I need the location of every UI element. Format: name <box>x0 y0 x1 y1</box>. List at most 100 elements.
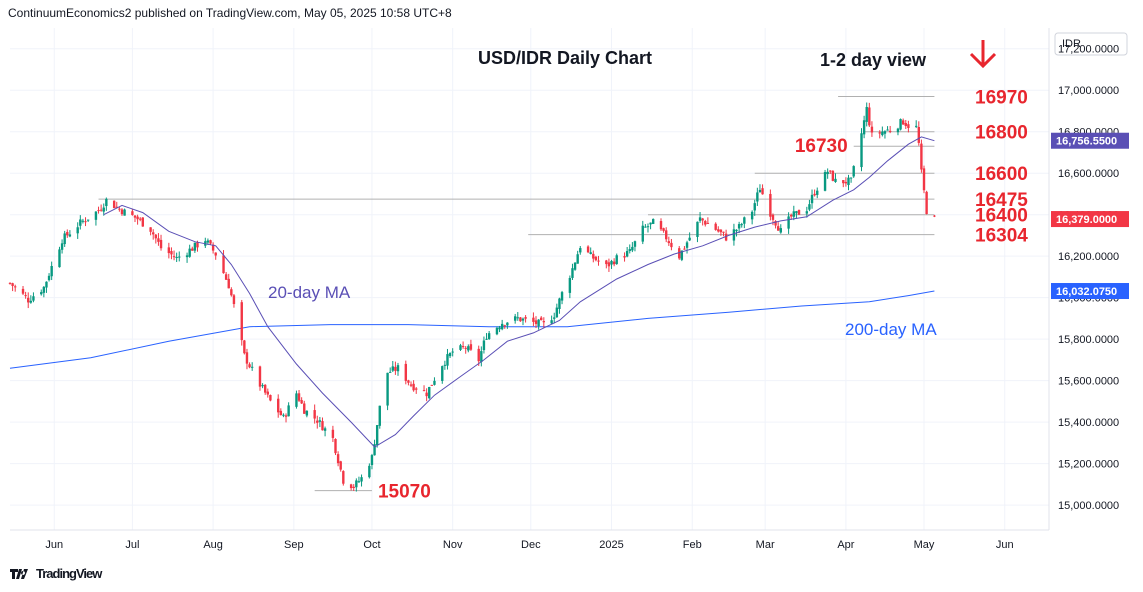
candle-body <box>279 410 283 416</box>
candle-body <box>209 240 212 244</box>
candle-body <box>503 325 506 327</box>
candle-body <box>500 323 504 330</box>
candle-body <box>662 228 665 231</box>
candle-body <box>646 226 650 228</box>
candle-body <box>318 420 322 422</box>
candle-body <box>63 233 66 245</box>
candle-body <box>76 227 79 234</box>
candle-body <box>266 391 269 395</box>
candle-body <box>665 230 668 240</box>
candle-body <box>532 317 535 322</box>
candle-body <box>269 395 272 401</box>
candle-body <box>743 217 746 224</box>
candle-body <box>649 222 652 225</box>
y-tick-label: 16,600.0000 <box>1058 168 1119 180</box>
candle-body <box>542 321 546 323</box>
candle-body <box>904 123 907 127</box>
level-label-16400: 16400 <box>975 206 1028 227</box>
candle-body <box>136 216 139 220</box>
candle-body <box>579 248 582 253</box>
price-badge-label: 16,032.0750 <box>1056 286 1117 298</box>
candle-body <box>706 222 710 224</box>
candle-body <box>513 316 517 321</box>
candle-body <box>394 366 397 371</box>
candle-body <box>670 242 673 248</box>
candle-body <box>415 388 418 390</box>
candle-body <box>159 239 163 249</box>
candle-body <box>534 320 538 324</box>
candle-body <box>680 250 684 260</box>
candle-body <box>644 226 647 228</box>
candle-body <box>615 255 618 264</box>
ma200-label: 200-day MA <box>845 320 937 339</box>
candle-body <box>211 244 215 251</box>
candle-body <box>409 384 413 386</box>
y-tick-label: 17,200.0000 <box>1058 44 1119 56</box>
candle-body <box>555 307 559 318</box>
candle-body <box>698 217 702 221</box>
candle-body <box>388 371 392 373</box>
candle-body <box>316 420 319 423</box>
candle-body <box>816 190 819 195</box>
candle-body <box>477 348 480 362</box>
candle-body <box>704 221 707 225</box>
level-label-15070: 15070 <box>378 482 431 503</box>
candle-body <box>607 262 611 267</box>
candle-body <box>303 403 306 414</box>
candle-body <box>506 322 509 326</box>
candle-body <box>805 211 809 214</box>
candle-body <box>737 224 741 229</box>
candle-body <box>8 282 12 284</box>
candle-body <box>592 253 595 259</box>
candle-body <box>152 232 155 235</box>
candle-body <box>50 265 53 277</box>
candle-body <box>154 234 158 239</box>
candle-body <box>42 286 46 293</box>
candle-body <box>560 292 564 301</box>
candle-body <box>659 221 663 230</box>
candle-body <box>357 481 361 483</box>
candle-body <box>261 385 264 387</box>
level-label-16730: 16730 <box>795 136 848 157</box>
candle-body <box>214 252 217 256</box>
candle-body <box>29 300 33 303</box>
candle-body <box>498 327 501 330</box>
price-badge-label: 16,756.5500 <box>1056 136 1117 148</box>
candle-body <box>550 320 553 324</box>
candle-body <box>558 298 561 309</box>
x-tick-label: Oct <box>363 539 380 551</box>
y-tick-label: 15,400.0000 <box>1058 417 1119 429</box>
y-tick-label: 15,800.0000 <box>1058 334 1119 346</box>
footer-brand: TradingView <box>36 566 102 581</box>
y-tick-label: 15,200.0000 <box>1058 459 1119 471</box>
candle-body <box>685 242 689 248</box>
candle-body <box>334 438 337 454</box>
candle-body <box>188 248 191 257</box>
candle-body <box>97 210 100 212</box>
candle-body <box>589 252 592 255</box>
candle-body <box>321 421 324 431</box>
candle-body <box>227 278 230 289</box>
candle-body <box>717 229 720 232</box>
candle-body <box>139 218 142 220</box>
x-tick-label: Jul <box>125 539 139 551</box>
candle-body <box>487 333 491 340</box>
candle-body <box>243 340 246 354</box>
x-tick-label: Apr <box>837 539 854 551</box>
candle-body <box>633 241 637 247</box>
candle-body <box>222 255 225 274</box>
candle-body <box>191 248 194 251</box>
candle-body <box>386 372 389 406</box>
candle-body <box>860 133 863 168</box>
candle-body <box>81 220 85 222</box>
candle-body <box>888 130 892 132</box>
candle-body <box>84 221 87 223</box>
candle-body <box>459 345 462 350</box>
x-tick-label: Dec <box>521 539 541 551</box>
candle-body <box>47 275 51 281</box>
candle-body <box>115 206 118 208</box>
candle-body <box>740 224 743 226</box>
candle-body <box>467 346 470 351</box>
candle-body <box>248 364 251 368</box>
